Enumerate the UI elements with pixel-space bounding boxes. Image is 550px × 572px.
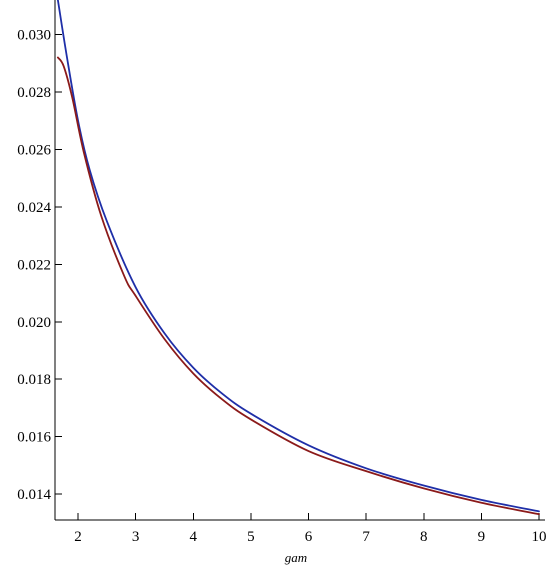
y-tick-label: 0.028 — [17, 85, 51, 101]
y-tick-label: 0.020 — [17, 315, 51, 331]
y-axis: 0.014 0.016 0.018 0.020 0.022 0.024 0.026 0.028… — [17, 0, 62, 520]
y-tick-label: 0.024 — [17, 200, 51, 216]
x-tick-label: 10 — [532, 529, 547, 545]
y-tick-label: 0.030 — [17, 27, 51, 43]
x-axis-title: gam — [285, 550, 307, 565]
y-tick-label: 0.016 — [17, 430, 51, 446]
series-line-1 — [56, 0, 540, 513]
y-tick-label: 0.026 — [17, 142, 51, 158]
x-tick-label: 5 — [247, 529, 255, 545]
x-tick-label: 8 — [420, 529, 428, 545]
y-tick-label: 0.018 — [17, 372, 51, 388]
x-tick-label: 3 — [132, 529, 140, 545]
x-tick-label: 9 — [478, 529, 486, 545]
x-axis: 2 3 4 5 6 7 8 9 10 — [55, 513, 547, 545]
y-tick-label: 0.014 — [17, 487, 51, 503]
y-tick-label: 0.022 — [17, 257, 51, 273]
x-tick-label: 7 — [362, 529, 370, 545]
x-tick-label: 6 — [305, 529, 313, 545]
series-line-2 — [56, 56, 540, 516]
series-group — [56, 0, 540, 516]
x-tick-label: 2 — [74, 529, 82, 545]
x-tick-label: 4 — [190, 529, 198, 545]
